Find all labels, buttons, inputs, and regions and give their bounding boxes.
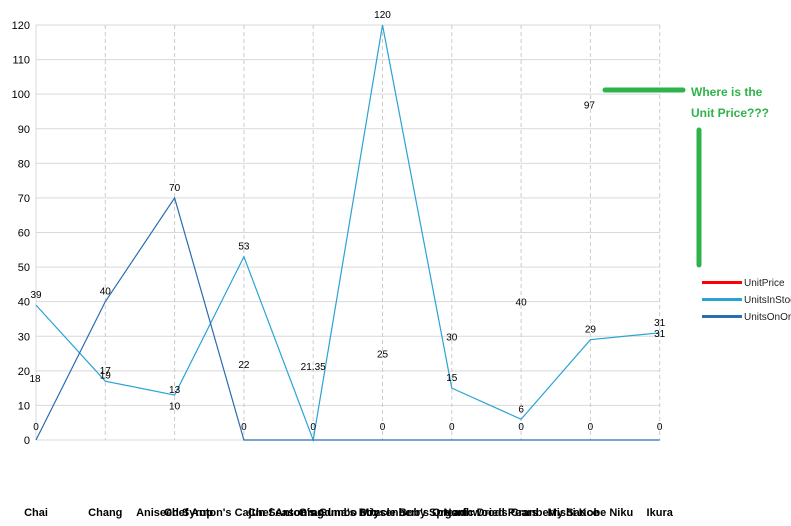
y-axis-ticks: 0 10 20 30 40 50 60 70 80 90 100 110 120 — [12, 20, 30, 447]
series — [35, 24, 660, 443]
x-tick-label: Northwoods Cranberry Sauce — [443, 507, 598, 519]
annotation-text-line2: Unit Price??? — [691, 106, 769, 120]
data-label-unitsinstock: 0 — [310, 422, 316, 433]
x-tick-label: Uncle Bob's Organic Dried Pears — [366, 507, 538, 519]
annotation: Where is the Unit Price??? — [602, 85, 769, 268]
y-tick-label: 90 — [18, 124, 30, 136]
y-tick-label: 0 — [24, 435, 30, 447]
x-tick-label: Mishi Kobe Niku — [548, 507, 634, 519]
data-label-unitsonorder: 0 — [518, 422, 524, 433]
x-tick-label: Ikura — [647, 507, 674, 519]
data-label-unitsinstock: 17 — [100, 366, 112, 377]
data-label-unitprice: 19 — [100, 370, 112, 381]
data-label-unitprice: 30 — [446, 332, 458, 343]
data-label-unitsonorder: 0 — [588, 422, 594, 433]
legend-label-UnitPrice: UnitPrice — [744, 278, 785, 289]
x-tick-label: Aniseed Syrup — [136, 507, 213, 519]
legend: UnitPrice UnitsInStock UnitsOnOrder — [702, 278, 791, 323]
legend-label-UnitsOnOrder: UnitsOnOrder — [744, 312, 791, 323]
x-tick-label: Grandma's Boysenberry Spread — [299, 507, 467, 519]
data-label-unitsonorder: 0 — [449, 422, 455, 433]
data-label-unitsonorder: 70 — [169, 183, 181, 194]
legend-swatch-UnitsInStock — [702, 298, 742, 301]
data-label-unitprice: 40 — [516, 298, 528, 309]
series-line-UnitsInStock — [35, 24, 660, 443]
data-label-unitsinstock: 53 — [238, 242, 250, 253]
y-tick-label: 10 — [18, 400, 30, 412]
data-label-unitsonorder: 0 — [241, 422, 247, 433]
x-tick-label: Chai — [24, 507, 48, 519]
data-label-unitsinstock: 13 — [169, 385, 181, 396]
y-tick-label: 30 — [18, 331, 30, 343]
y-tick-label: 70 — [18, 193, 30, 205]
legend-swatch-UnitPrice — [702, 281, 742, 284]
data-label-unitprice: 97 — [584, 101, 596, 112]
data-label-unitsinstock: 31 — [654, 318, 666, 329]
data-label-unitsonorder: 0 — [657, 422, 663, 433]
data-label-unitprice: 21.35 — [301, 362, 326, 373]
data-label-unitsonorder: 40 — [100, 287, 112, 298]
y-tick-label: 110 — [12, 55, 30, 67]
data-label-unitprice: 25 — [377, 350, 389, 361]
data-label-unitsinstock: 120 — [374, 10, 391, 21]
data-label-unitsinstock: 29 — [585, 325, 597, 336]
data-label-unitsonorder: 0 — [33, 422, 39, 433]
data-label-unitsinstock: 39 — [30, 290, 42, 301]
legend-label-UnitsInStock: UnitsInStock — [744, 295, 791, 306]
data-labels: 18 19 10 22 21.35 25 30 40 97 31 39 17 13 53 0 120 15 6 29… — [29, 10, 665, 433]
x-tick-label: Chef Anton's Gumbo Mix — [248, 507, 379, 519]
x-tick-label: Chef Anton's Cajun Seasoning — [164, 507, 324, 519]
data-label-unitsinstock: 6 — [518, 404, 524, 415]
y-tick-label: 120 — [12, 20, 30, 32]
data-label-unitprice: 18 — [29, 374, 41, 385]
y-tick-label: 100 — [12, 89, 30, 101]
series-line-UnitsOnOrder — [35, 196, 660, 441]
y-tick-label: 20 — [18, 366, 30, 378]
grid — [36, 24, 660, 441]
y-tick-label: 50 — [18, 262, 30, 274]
legend-swatch-UnitsOnOrder — [702, 315, 742, 318]
data-label-unitsinstock: 15 — [446, 373, 458, 384]
vertical-gridlines — [35, 25, 661, 440]
y-tick-label: 40 — [18, 297, 30, 309]
data-label-unitprice: 22 — [238, 360, 250, 371]
y-tick-label: 60 — [18, 228, 30, 240]
y-tick-label: 80 — [18, 158, 30, 170]
annotation-text-line1: Where is the — [691, 85, 763, 99]
data-label-unitprice: 31 — [654, 329, 666, 340]
data-label-unitsonorder: 0 — [380, 422, 386, 433]
x-tick-label: Chang — [88, 507, 122, 519]
data-label-unitprice: 10 — [169, 401, 181, 412]
